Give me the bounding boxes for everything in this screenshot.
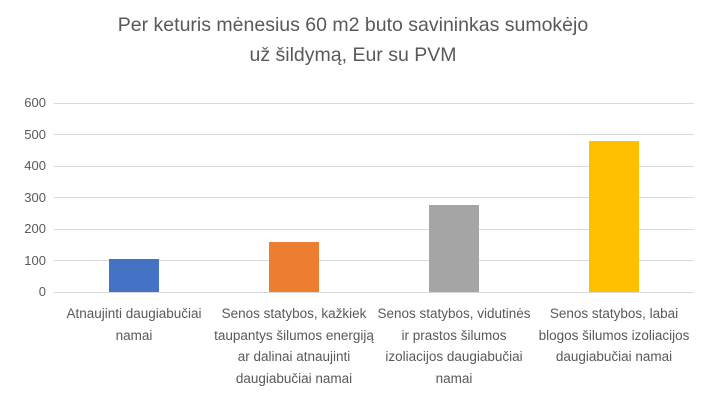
gridline: [54, 260, 694, 261]
bar: [589, 140, 639, 292]
gridline: [54, 197, 694, 198]
bar: [429, 205, 479, 292]
x-category-label: Senos statybos, labai blogos šilumos izo…: [538, 306, 690, 364]
x-category-label: Atnaujinti daugiabučiai namai: [66, 306, 202, 343]
bar: [109, 258, 159, 292]
x-category-label: Senos statybos, kažkiek taupantys šilumo…: [214, 306, 374, 386]
chart-title: Per keturis mėnesius 60 m2 buto savinink…: [117, 14, 589, 66]
gridline: [54, 134, 694, 135]
x-category-label: Senos statybos, vidutinės ir prastos šil…: [377, 306, 531, 386]
y-tick-label: 500: [24, 126, 46, 142]
y-tick-label: 0: [38, 284, 46, 299]
gridline: [54, 165, 694, 167]
y-tick-label: 300: [24, 189, 46, 205]
y-tick-label: 400: [24, 158, 46, 173]
gridline: [54, 228, 694, 230]
y-tick-label: 600: [24, 95, 46, 110]
y-tick-label: 100: [24, 252, 46, 268]
y-tick-label: 200: [24, 221, 46, 236]
gridline: [54, 291, 694, 293]
bar: [269, 241, 319, 292]
gridline: [54, 102, 694, 104]
